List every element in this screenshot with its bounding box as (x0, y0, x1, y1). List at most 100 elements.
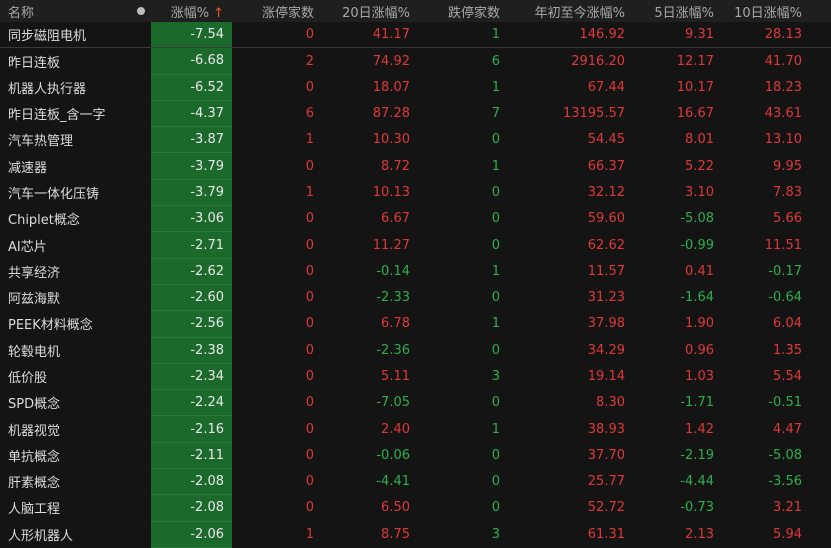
header-d20[interactable]: 20日涨幅% (322, 0, 418, 22)
cell-ytd: 19.14 (587, 369, 625, 384)
cell-d20: 6.78 (381, 316, 410, 332)
cell-limit-up: 2 (305, 53, 314, 69)
table-header: 名称 涨幅% ↑ 涨停家数 20日涨幅% 跌停家数 年初至今涨幅% 5日涨幅% 1… (0, 0, 831, 22)
cell-change: -3.79 (151, 152, 232, 180)
cell-name: 人脑工程 (8, 502, 61, 518)
cell-d5: 16.67 (676, 106, 714, 122)
header-limit-up[interactable]: 涨停家数 (232, 0, 322, 22)
cell-d5: -4.44 (680, 474, 714, 490)
cell-d20: 8.75 (381, 526, 410, 542)
row-spacer (810, 337, 831, 363)
cell-ytd: 146.92 (508, 22, 633, 49)
cell-limit-up: 0 (305, 237, 314, 253)
cell-ytd: 25.77 (587, 474, 625, 490)
table-row[interactable]: 轮毂电机 -2.38 0 -2.36 0 34.29 0.96 1.35 (0, 337, 831, 364)
header-name[interactable]: 名称 (0, 0, 131, 22)
cell-name: 昨日连板 (8, 55, 61, 71)
cell-change: -2.11 (151, 442, 232, 470)
cell-d20: 18.07 (372, 79, 410, 95)
row-spacer (810, 469, 831, 495)
cell-d10: -3.56 (768, 474, 802, 490)
table-row[interactable]: 低价股 -2.34 0 5.11 3 19.14 1.03 5.54 (0, 363, 831, 391)
column-settings-button[interactable] (131, 0, 151, 22)
table-row[interactable]: 同步磁阻电机 -7.54 0 41.17 1 146.92 9.31 28.13 (0, 22, 831, 49)
cell-limit-up: 0 (305, 447, 314, 463)
cell-name: 机器视觉 (8, 423, 61, 439)
table-row[interactable]: 昨日连板_含一字 -4.37 6 87.28 7 13195.57 16.67 43.61 (0, 100, 831, 128)
cell-change: -2.62 (151, 258, 232, 285)
header-ytd[interactable]: 年初至今涨幅% (508, 0, 633, 22)
cell-name: 共享经济 (8, 265, 61, 281)
cell-name: 汽车热管理 (8, 134, 74, 150)
cell-limit-down: 0 (491, 474, 500, 490)
table-row[interactable]: 汽车一体化压铸 -3.79 1 10.13 0 32.12 3.10 7.83 (0, 179, 831, 207)
table-row[interactable]: 共享经济 -2.62 0 -0.14 1 11.57 0.41 -0.17 (0, 258, 831, 285)
cell-d10: 28.13 (722, 22, 810, 49)
cell-limit-up: 1 (305, 184, 314, 200)
cell-name: AI芯片 (8, 239, 47, 255)
cell-d10: 1.35 (773, 342, 802, 358)
table-row[interactable]: 昨日连板 -6.68 2 74.92 6 2916.20 12.17 41.70 (0, 47, 831, 75)
table-row[interactable]: 阿兹海默 -2.60 0 -2.33 0 31.23 -1.64 -0.64 (0, 284, 831, 312)
cell-limit-down: 1 (491, 316, 500, 332)
cell-d5: 1.03 (685, 369, 714, 384)
cell-ytd: 32.12 (587, 184, 625, 200)
cell-d20: 5.11 (381, 369, 410, 384)
cell-ytd: 37.70 (587, 447, 625, 463)
cell-d10: 5.94 (773, 526, 802, 542)
row-spacer (810, 442, 831, 468)
table-row[interactable]: 人形机器人 -2.06 1 8.75 3 61.31 2.13 5.94 (0, 521, 831, 548)
cell-name: 昨日连板_含一字 (8, 108, 106, 124)
table-row[interactable]: 汽车热管理 -3.87 1 10.30 0 54.45 8.01 13.10 (0, 126, 831, 154)
cell-d5: 0.41 (685, 263, 714, 279)
cell-name: 同步磁阻电机 (0, 22, 151, 49)
cell-change: -2.56 (151, 310, 232, 338)
cell-limit-down: 0 (491, 132, 500, 148)
cell-limit-up: 0 (305, 316, 314, 332)
header-d5[interactable]: 5日涨幅% (633, 0, 722, 22)
cell-d20: 6.50 (381, 500, 410, 516)
row-spacer (810, 127, 831, 153)
row-spacer (810, 258, 831, 284)
cell-d5: 2.13 (685, 526, 714, 542)
cell-name: 肝素概念 (8, 476, 61, 492)
cell-change: -6.52 (151, 74, 232, 101)
cell-ytd: 31.23 (587, 290, 625, 306)
cell-d20: -0.14 (376, 263, 410, 279)
cell-d5: -1.64 (680, 290, 714, 306)
table-row[interactable]: PEEK材料概念 -2.56 0 6.78 1 37.98 1.90 6.04 (0, 310, 831, 338)
table-row[interactable]: AI芯片 -2.71 0 11.27 0 62.62 -0.99 11.51 (0, 231, 831, 259)
cell-ytd: 11.57 (587, 263, 625, 279)
cell-ytd: 8.30 (596, 395, 625, 411)
cell-limit-down: 3 (491, 526, 500, 542)
cell-limit-up: 0 (305, 342, 314, 358)
table-row[interactable]: 机器人执行器 -6.52 0 18.07 1 67.44 10.17 18.23 (0, 74, 831, 101)
cell-ytd: 59.60 (587, 211, 625, 227)
cell-change: -3.79 (151, 179, 232, 207)
cell-limit-up: 0 (305, 158, 314, 174)
table-row[interactable]: 单抗概念 -2.11 0 -0.06 0 37.70 -2.19 -5.08 (0, 442, 831, 470)
cell-change: -3.06 (151, 205, 232, 233)
cell-d10: 41.70 (764, 53, 802, 69)
table-row[interactable]: Chiplet概念 -3.06 0 6.67 0 59.60 -5.08 5.66 (0, 205, 831, 233)
cell-d10: 11.51 (764, 237, 802, 253)
table-row[interactable]: 减速器 -3.79 0 8.72 1 66.37 5.22 9.95 (0, 152, 831, 180)
cell-d10: -0.17 (768, 263, 802, 279)
header-change[interactable]: 涨幅% ↑ (151, 0, 232, 22)
cell-limit-up: 1 (305, 132, 314, 148)
table-row[interactable]: 机器视觉 -2.16 0 2.40 1 38.93 1.42 4.47 (0, 415, 831, 443)
cell-d20: 74.92 (372, 53, 410, 69)
cell-d20: 10.30 (372, 132, 410, 148)
cell-d20: 41.17 (322, 22, 418, 49)
cell-name: 低价股 (8, 371, 48, 386)
cell-ytd: 67.44 (587, 79, 625, 95)
table-row[interactable]: 肝素概念 -2.08 0 -4.41 0 25.77 -4.44 -3.56 (0, 468, 831, 496)
table-row[interactable]: SPD概念 -2.24 0 -7.05 0 8.30 -1.71 -0.51 (0, 389, 831, 417)
cell-ytd: 38.93 (587, 421, 625, 437)
cell-change: -2.71 (151, 231, 232, 259)
header-limit-down[interactable]: 跌停家数 (418, 0, 508, 22)
cell-name: 阿兹海默 (8, 292, 61, 308)
table-row[interactable]: 人脑工程 -2.08 0 6.50 0 52.72 -0.73 3.21 (0, 494, 831, 522)
header-d10[interactable]: 10日涨幅% (722, 0, 810, 22)
cell-change: -2.08 (151, 468, 232, 496)
